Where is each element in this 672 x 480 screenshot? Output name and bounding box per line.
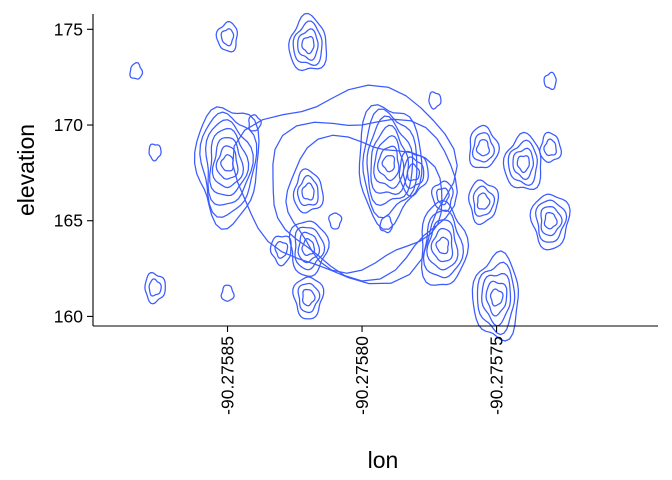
contour-lines: [129, 12, 571, 342]
contour-line: [220, 28, 235, 47]
y-axis-title: elevation: [13, 124, 39, 216]
y-tick-label: 170: [54, 115, 83, 135]
contour-line: [539, 131, 562, 164]
contour-line: [220, 284, 235, 302]
contour-line: [269, 235, 292, 267]
contour-line: [129, 61, 144, 80]
contour-line: [402, 156, 425, 189]
contour-line: [430, 227, 454, 263]
x-axis-ticks: -90.27585 -90.27580 -90.27575: [218, 326, 507, 415]
contour-line: [297, 282, 321, 314]
contour-line: [301, 182, 315, 201]
contour-line: [540, 205, 563, 237]
contour-line: [301, 35, 315, 55]
contour-line: [272, 118, 458, 282]
contour-line: [215, 20, 238, 53]
contour-line: [199, 111, 258, 218]
contour-line: [288, 220, 330, 277]
contour-line: [543, 71, 557, 91]
contour-line: [502, 131, 542, 191]
contour-line: [467, 179, 500, 226]
contour-line: [379, 215, 394, 234]
contour-line: [472, 185, 496, 217]
x-axis-title: lon: [368, 447, 399, 473]
contour-line: [543, 138, 557, 157]
contour-line: [435, 187, 450, 206]
x-tick-label: -90.27575: [487, 336, 507, 415]
contour-line: [512, 147, 535, 181]
contour-line: [285, 134, 443, 274]
contour-line: [211, 136, 245, 189]
contour-line: [248, 114, 262, 132]
contour-line: [209, 127, 250, 197]
contour-line: [292, 276, 325, 320]
contour-line: [292, 168, 324, 214]
contour-line: [489, 288, 504, 307]
contour-line: [358, 104, 423, 230]
contour-line: [471, 250, 520, 342]
contour-line: [430, 180, 454, 212]
contour-line: [328, 212, 343, 230]
contour-line: [370, 124, 410, 196]
y-tick-label: 160: [54, 306, 83, 326]
contour-line: [148, 143, 162, 162]
contour-line: [362, 108, 418, 219]
contour-line: [297, 231, 321, 264]
contour-line: [435, 236, 450, 255]
y-tick-label: 165: [54, 211, 83, 231]
contour-line: [144, 271, 166, 305]
contour-line: [220, 154, 234, 172]
contour-line: [232, 84, 458, 285]
contour-line: [292, 20, 323, 67]
contour-line: [215, 145, 239, 180]
contour-line: [301, 288, 316, 307]
contour-line: [297, 28, 319, 61]
contour-line: [422, 209, 465, 279]
contour-line: [485, 280, 508, 317]
contour-line: [481, 272, 512, 327]
y-axis-ticks: 160 165 170 175: [54, 19, 93, 326]
contour-line: [376, 145, 400, 182]
x-tick-label: -90.27580: [352, 336, 372, 415]
contour-line: [507, 139, 538, 187]
contour-line: [373, 135, 405, 189]
contour-line: [426, 219, 459, 271]
contour-line: [148, 278, 162, 297]
contour-line: [529, 193, 571, 251]
contour-line: [420, 199, 470, 286]
contour-line: [274, 240, 289, 259]
contour-line: [366, 115, 414, 207]
contour-line: [296, 174, 319, 207]
y-tick-label: 175: [54, 19, 83, 39]
contour-line: [193, 106, 260, 230]
contour-line: [381, 155, 396, 173]
contour-line: [476, 192, 491, 210]
contour-line: [406, 163, 421, 182]
contour-line: [468, 124, 501, 169]
contour-line: [471, 132, 496, 163]
contour-line: [288, 12, 328, 72]
x-tick-label: -90.27585: [218, 336, 238, 415]
contour-line: [476, 261, 516, 336]
contour-line: [516, 155, 530, 174]
contour-line: [534, 199, 568, 243]
contour-line: [301, 237, 316, 257]
contour-line: [543, 211, 558, 230]
contour-line: [204, 119, 254, 206]
contour-line: [428, 91, 442, 110]
contour-line: [475, 139, 491, 157]
